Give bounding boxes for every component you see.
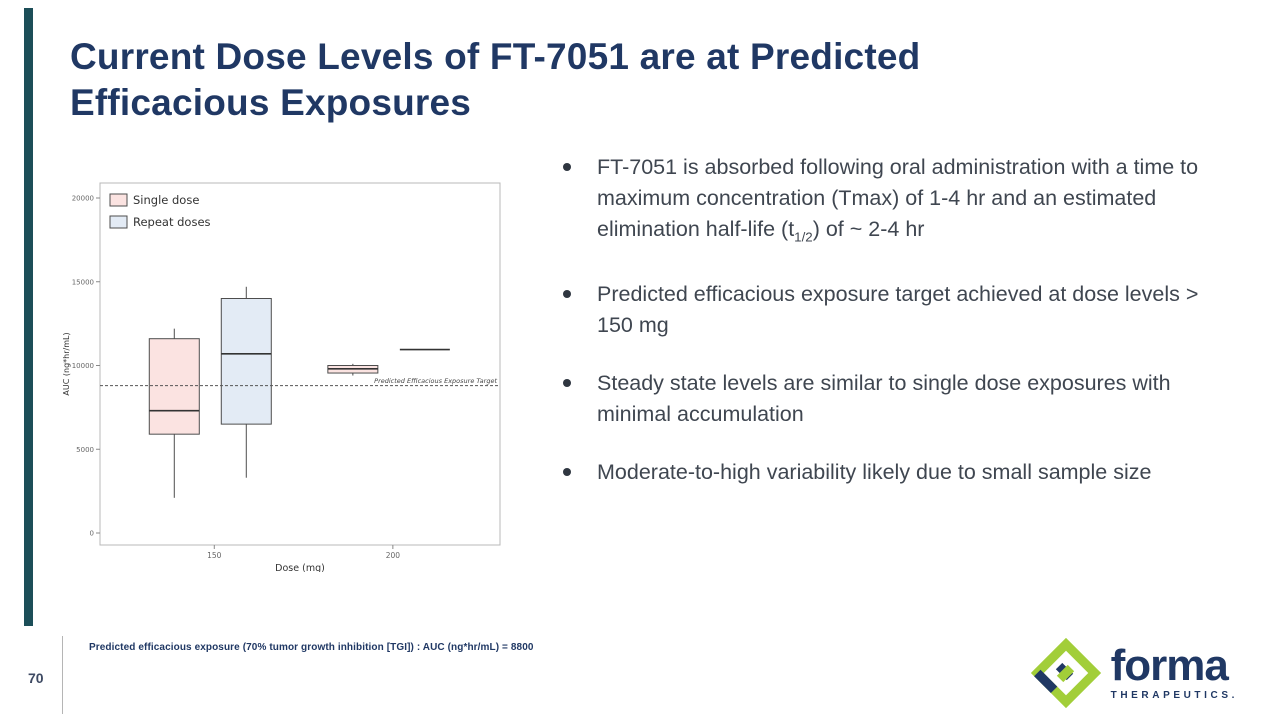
box bbox=[220, 298, 272, 425]
bullet-item: Steady state levels are similar to singl… bbox=[560, 368, 1208, 430]
slide-title: Current Dose Levels of FT-7051 are at Pr… bbox=[70, 34, 1050, 127]
boxplot-svg: 0 5000 10000 15000 20000 150 200 Dose (mg) AUC (… bbox=[62, 182, 501, 574]
forma-logo: forma THERAPEUTICS. bbox=[1030, 638, 1238, 708]
y-tick-label: 5000 bbox=[76, 446, 94, 454]
x-axis-title: Dose (mg) bbox=[275, 563, 325, 572]
page-number: 70 bbox=[28, 670, 44, 686]
box bbox=[148, 338, 200, 435]
bullet-text: Steady state levels are similar to singl… bbox=[597, 371, 1171, 427]
footnote-block: Predicted efficacious exposure (70% tumo… bbox=[62, 636, 662, 714]
y-tick-label: 0 bbox=[90, 530, 94, 538]
legend-swatch bbox=[109, 215, 128, 229]
logo-text: forma THERAPEUTICS. bbox=[1110, 641, 1238, 701]
forma-logo-icon bbox=[1030, 638, 1101, 708]
x-tick-label: 150 bbox=[207, 551, 222, 560]
logo-wordmark: forma bbox=[1110, 641, 1229, 691]
x-tick-label: 200 bbox=[386, 551, 401, 560]
y-tick-label: 20000 bbox=[72, 195, 94, 203]
bullet-text: FT-7051 is absorbed following oral admin… bbox=[597, 155, 1199, 241]
bullet-text: Predicted efficacious exposure target ac… bbox=[597, 282, 1199, 338]
bullet-text: ) of ~ 2-4 hr bbox=[812, 217, 925, 241]
title-line-1: Current Dose Levels of FT-7051 are at Pr… bbox=[70, 36, 921, 77]
legend-label: Single dose bbox=[133, 193, 199, 207]
title-line-2: Efficacious Exposures bbox=[70, 82, 472, 124]
bullet-item: Moderate-to-high variability likely due … bbox=[560, 457, 1208, 488]
left-accent-bar bbox=[24, 8, 33, 626]
dose-exposure-boxplot: 0 5000 10000 15000 20000 150 200 Dose (mg) AUC (… bbox=[60, 180, 512, 574]
bullet-text: Moderate-to-high variability likely due … bbox=[597, 460, 1152, 485]
reference-line-label: Predicted Efficacious Exposure Target bbox=[374, 377, 497, 385]
bullet-subscript: 1/2 bbox=[794, 229, 813, 245]
y-axis-title: AUC (ng*hr/mL) bbox=[62, 332, 71, 395]
legend-label: Repeat doses bbox=[133, 215, 211, 229]
y-tick-label: 10000 bbox=[72, 362, 94, 370]
footnote-text: Predicted efficacious exposure (70% tumo… bbox=[89, 642, 534, 653]
bullet-item: Predicted efficacious exposure target ac… bbox=[560, 279, 1208, 341]
y-tick-label: 15000 bbox=[72, 278, 94, 286]
bullet-list: FT-7051 is absorbed following oral admin… bbox=[560, 152, 1208, 515]
legend-swatch bbox=[109, 193, 128, 207]
bullet-item: FT-7051 is absorbed following oral admin… bbox=[560, 152, 1208, 252]
logo-subtext: THERAPEUTICS. bbox=[1110, 689, 1238, 701]
